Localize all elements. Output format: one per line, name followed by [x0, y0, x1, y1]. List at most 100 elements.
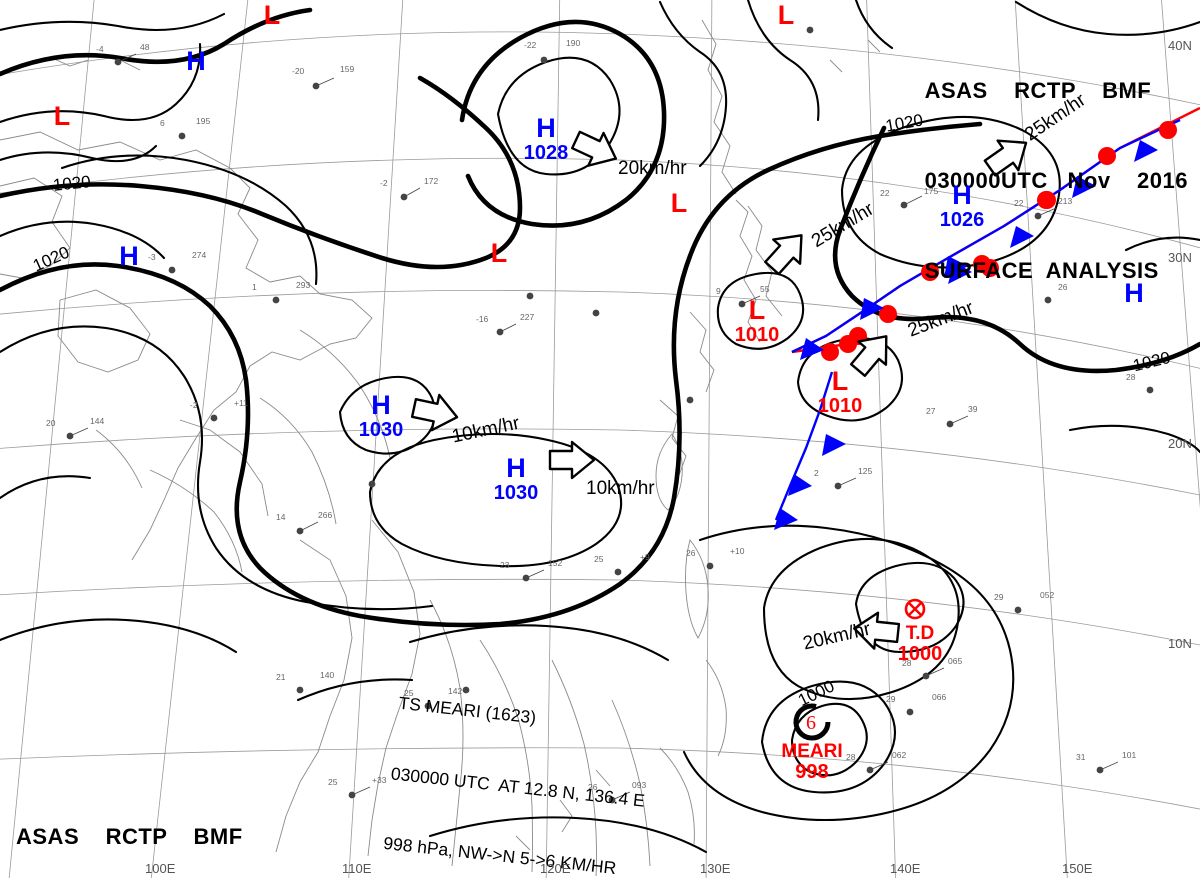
- longitude-label-120E: 120E: [540, 861, 571, 876]
- svg-text:+33: +33: [372, 775, 387, 785]
- svg-text:21: 21: [276, 672, 286, 682]
- svg-text:+9: +9: [640, 552, 650, 562]
- svg-text:27: 27: [926, 406, 936, 416]
- bulletin-line-1: TS MEARI (1623): [397, 692, 538, 728]
- tropical-cyclone-label-td: T.D 1000: [898, 624, 943, 665]
- motion-arrow-h1026: [983, 139, 1028, 177]
- pressure-system-h: H: [186, 48, 206, 75]
- pressure-system-letter: L: [777, 0, 795, 30]
- svg-text:26: 26: [588, 782, 598, 792]
- pressure-system-h-1030: H 1030: [359, 392, 404, 441]
- svg-text:152: 152: [548, 558, 562, 568]
- header-tr-line1: ASAS RCTP BMF: [924, 78, 1152, 103]
- svg-text:20: 20: [46, 418, 56, 428]
- svg-text:293: 293: [296, 280, 310, 290]
- svg-text:1: 1: [252, 282, 257, 292]
- latitude-label-30N: 30N: [1168, 250, 1192, 265]
- pressure-system-l-1010: L 1010: [817, 366, 863, 417]
- longitude-label-150E: 150E: [1062, 861, 1093, 876]
- pressure-system-letter: L: [831, 366, 849, 396]
- pressure-system-letter: H: [186, 46, 206, 76]
- svg-text:-20: -20: [292, 66, 305, 76]
- svg-text:22: 22: [1014, 198, 1024, 208]
- tc-name: T.D: [905, 623, 935, 644]
- pressure-system-value: 1026: [939, 209, 985, 231]
- svg-text:101: 101: [1122, 750, 1136, 760]
- header-tr-line2: 030000UTC Nov 2016: [924, 168, 1188, 193]
- svg-text:213: 213: [1058, 196, 1072, 206]
- svg-text:28: 28: [902, 658, 912, 668]
- svg-text:172: 172: [424, 176, 438, 186]
- longitude-label-100E: 100E: [145, 861, 176, 876]
- pressure-system-l: L: [264, 2, 281, 29]
- pressure-system-letter: H: [119, 241, 139, 271]
- svg-text:-3: -3: [148, 252, 156, 262]
- motion-arrow-h1030-e: [548, 440, 596, 480]
- tc-pressure: 1000: [897, 642, 943, 665]
- svg-text:-4: -4: [96, 44, 104, 54]
- svg-text:-2: -2: [190, 400, 198, 410]
- pressure-system-letter: H: [536, 113, 556, 143]
- td-symbol: [904, 598, 926, 620]
- svg-text:25: 25: [594, 554, 604, 564]
- header-top-right: ASAS RCTP BMF 030000UTC Nov 2016 SURFACE…: [925, 16, 1188, 346]
- svg-text:29: 29: [994, 592, 1004, 602]
- header-bottom-left: ASAS RCTP BMF 030000UTC Nov 2016 SURFACE…: [16, 762, 279, 878]
- pressure-system-l: L: [778, 2, 795, 29]
- svg-text:052: 052: [1040, 590, 1054, 600]
- svg-text:066: 066: [932, 692, 946, 702]
- svg-text:+10: +10: [730, 546, 745, 556]
- pressure-system-h-1028: H 1028: [523, 113, 569, 164]
- svg-text:26: 26: [686, 548, 696, 558]
- motion-arrow-l1010-n: [764, 234, 803, 276]
- svg-text:25: 25: [404, 688, 414, 698]
- bulletin-line-2: 030000 UTC AT 12.8 N, 136.4 E: [390, 762, 646, 811]
- svg-text:22: 22: [880, 188, 890, 198]
- pressure-system-letter: L: [748, 295, 766, 325]
- pressure-system-letter: H: [506, 453, 526, 483]
- isobar-label-1020: 1020: [52, 172, 92, 195]
- latitude-label-20N: 20N: [1168, 436, 1192, 451]
- svg-text:062: 062: [892, 750, 906, 760]
- pressure-system-value: 1010: [817, 395, 863, 417]
- svg-text:144: 144: [90, 416, 104, 426]
- pressure-system-value: 1028: [523, 142, 569, 164]
- svg-text:-22: -22: [524, 40, 537, 50]
- longitude-label-140E: 140E: [890, 861, 921, 876]
- svg-text:+11: +11: [234, 398, 248, 408]
- svg-text:28: 28: [846, 752, 856, 762]
- svg-text:125: 125: [858, 466, 872, 476]
- svg-text:175: 175: [924, 186, 938, 196]
- tropical-cyclone-label-meari: MEARI 998: [781, 742, 842, 783]
- svg-text:142: 142: [448, 686, 462, 696]
- svg-text:39: 39: [968, 404, 978, 414]
- motion-arrow-h1028: [570, 130, 618, 167]
- pressure-system-value: 1010: [734, 324, 780, 346]
- svg-text:-2: -2: [380, 178, 388, 188]
- svg-text:28: 28: [1126, 372, 1136, 382]
- pressure-system-value: 1030: [493, 482, 539, 504]
- svg-text:6: 6: [160, 118, 165, 128]
- header-tr-line3: SURFACE ANALYSIS: [924, 258, 1159, 283]
- motion-speed-label: 20km/hr: [618, 158, 687, 179]
- svg-text:25: 25: [328, 777, 338, 787]
- svg-text:9: 9: [716, 286, 721, 296]
- svg-text:266: 266: [318, 510, 332, 520]
- svg-text:26: 26: [1058, 282, 1068, 292]
- pressure-system-h: H: [1124, 280, 1144, 307]
- svg-text:195: 195: [196, 116, 210, 126]
- pressure-system-letter: H: [952, 180, 972, 210]
- pressure-system-letter: L: [670, 188, 688, 218]
- typhoon-symbol: 6: [793, 703, 831, 741]
- svg-text:190: 190: [566, 38, 580, 48]
- tc-name: MEARI: [781, 741, 843, 762]
- motion-arrow-h1030-w: [410, 393, 459, 432]
- svg-text:140: 140: [320, 670, 334, 680]
- latitude-label-40N: 40N: [1168, 38, 1192, 53]
